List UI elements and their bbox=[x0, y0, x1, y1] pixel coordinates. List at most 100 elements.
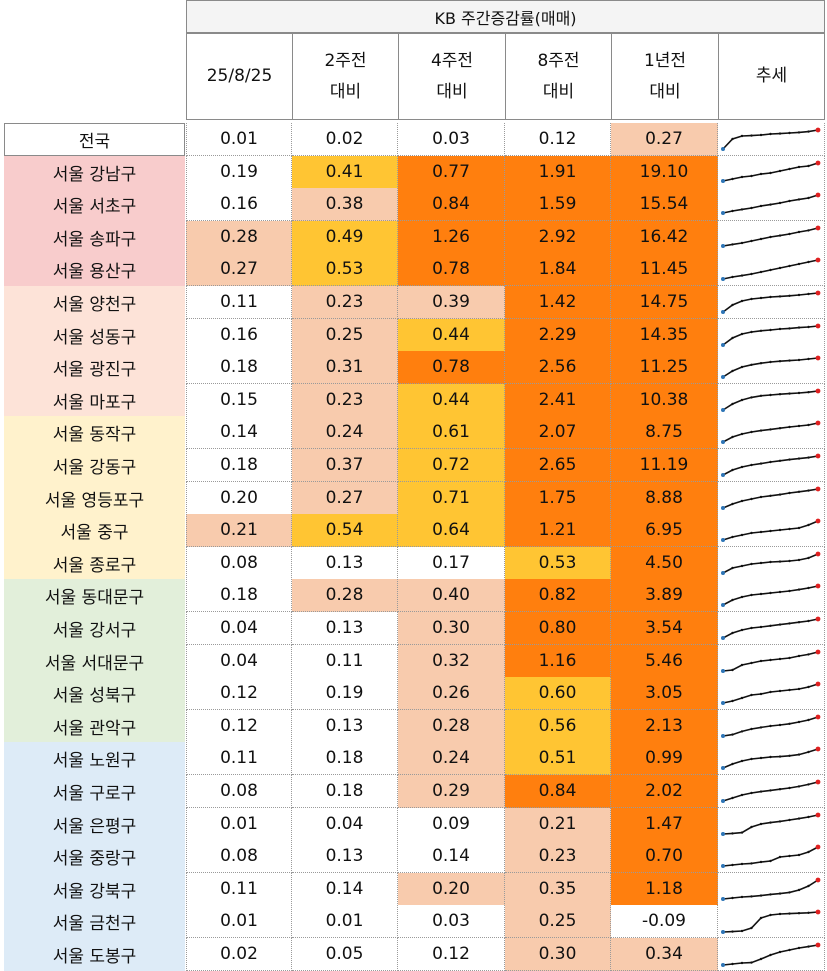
value-cell: 0.11 bbox=[292, 644, 398, 678]
trend-point bbox=[740, 134, 744, 138]
trend-start-marker bbox=[721, 178, 725, 183]
trend-point bbox=[750, 206, 753, 210]
trend-point bbox=[731, 763, 734, 766]
trend-point bbox=[759, 561, 763, 564]
trend-point bbox=[788, 754, 791, 758]
value-cell: 19.10 bbox=[611, 155, 718, 189]
trend-point bbox=[759, 757, 763, 760]
value-cell: 1.75 bbox=[505, 481, 611, 515]
trend-point bbox=[797, 131, 801, 134]
trend-sparkline-cell bbox=[718, 807, 825, 841]
trend-sparkline-cell bbox=[718, 742, 825, 776]
trend-sparkline bbox=[721, 909, 821, 935]
value-cell: 0.70 bbox=[611, 840, 718, 874]
value-cell: 0.17 bbox=[398, 546, 505, 580]
trend-point bbox=[778, 295, 782, 298]
trend-point bbox=[769, 132, 772, 136]
value-cell: 0.03 bbox=[398, 905, 505, 939]
value-cell: 0.61 bbox=[398, 416, 505, 450]
value-cell: 0.18 bbox=[292, 775, 398, 809]
trend-line bbox=[722, 487, 819, 509]
value-cell: 0.20 bbox=[186, 481, 292, 515]
trend-point bbox=[788, 948, 791, 952]
trend-sparkline bbox=[721, 746, 821, 771]
value-cell: 0.27 bbox=[292, 481, 398, 515]
trend-line bbox=[722, 553, 819, 574]
trend-line bbox=[722, 748, 819, 770]
trend-sparkline bbox=[721, 649, 821, 673]
value-cell: 0.64 bbox=[398, 514, 505, 548]
trend-point bbox=[778, 132, 782, 135]
region-name: 서울 금천구 bbox=[4, 905, 185, 939]
value-cell: 0.84 bbox=[398, 188, 505, 222]
value-cell: 0.13 bbox=[292, 546, 398, 580]
trend-point bbox=[731, 831, 734, 835]
value-cell: 0.19 bbox=[292, 677, 398, 711]
trend-line bbox=[722, 422, 819, 444]
value-cell: 1.91 bbox=[505, 155, 611, 189]
trend-point bbox=[778, 267, 782, 270]
value-cell: 0.15 bbox=[186, 383, 292, 417]
trend-point bbox=[778, 459, 782, 462]
trend-end-marker bbox=[815, 649, 821, 654]
region-name: 서울 강동구 bbox=[4, 449, 185, 483]
trend-sparkline-cell bbox=[718, 188, 825, 222]
trend-sparkline-cell bbox=[718, 416, 825, 450]
trend-point bbox=[807, 751, 810, 754]
value-cell: 0.35 bbox=[505, 872, 611, 906]
trend-point bbox=[797, 526, 801, 530]
trend-sparkline-cell bbox=[718, 481, 825, 515]
trend-sparkline-cell bbox=[718, 546, 825, 580]
trend-start-marker bbox=[721, 243, 725, 248]
trend-point bbox=[778, 392, 782, 396]
trend-point bbox=[740, 830, 744, 834]
trend-end-marker bbox=[815, 486, 821, 491]
trend-point bbox=[788, 359, 791, 362]
trend-sparkline bbox=[721, 192, 821, 216]
trend-end-marker bbox=[815, 453, 821, 459]
trend-point bbox=[788, 559, 791, 562]
trend-point bbox=[788, 392, 791, 395]
trend-point bbox=[759, 860, 763, 864]
value-cell: 0.28 bbox=[398, 709, 505, 743]
region-name: 서울 강남구 bbox=[4, 155, 185, 189]
value-cell: 0.08 bbox=[186, 775, 292, 809]
trend-point bbox=[788, 131, 791, 135]
value-cell: 0.16 bbox=[186, 188, 292, 222]
trend-sparkline bbox=[721, 290, 821, 314]
region-name: 서울 광진구 bbox=[4, 351, 185, 385]
trend-point bbox=[788, 232, 791, 235]
trend-point bbox=[731, 796, 734, 800]
value-cell: 0.28 bbox=[186, 220, 292, 254]
trend-point bbox=[797, 816, 801, 820]
trend-point bbox=[807, 390, 810, 394]
trend-point bbox=[807, 488, 810, 492]
trend-point bbox=[778, 528, 782, 532]
trend-point bbox=[740, 241, 744, 244]
value-cell: 1.26 bbox=[398, 220, 505, 254]
trend-point bbox=[797, 263, 801, 266]
trend-start-marker bbox=[721, 211, 725, 216]
trend-point bbox=[750, 894, 753, 898]
header-cell: 8주전 대비 bbox=[505, 33, 612, 120]
trend-sparkline-cell bbox=[718, 286, 825, 320]
value-cell: 0.01 bbox=[186, 905, 292, 939]
trend-point bbox=[778, 591, 782, 594]
trend-point bbox=[788, 890, 791, 894]
value-cell: 0.27 bbox=[611, 123, 718, 157]
value-cell: 0.04 bbox=[186, 612, 292, 646]
trend-point bbox=[750, 363, 753, 367]
trend-point bbox=[769, 529, 772, 533]
region-name: 서울 서초구 bbox=[4, 188, 185, 222]
value-cell: 11.19 bbox=[611, 449, 718, 483]
value-cell: 0.05 bbox=[292, 938, 398, 971]
trend-point bbox=[750, 395, 753, 399]
trend-point bbox=[769, 914, 772, 917]
value-cell: 0.41 bbox=[292, 155, 398, 189]
value-cell: 0.24 bbox=[398, 742, 505, 776]
trend-line bbox=[722, 618, 819, 639]
value-cell: 0.31 bbox=[292, 351, 398, 385]
value-cell: 0.32 bbox=[398, 644, 505, 678]
trend-point bbox=[731, 599, 734, 602]
trend-start-marker bbox=[721, 375, 725, 380]
